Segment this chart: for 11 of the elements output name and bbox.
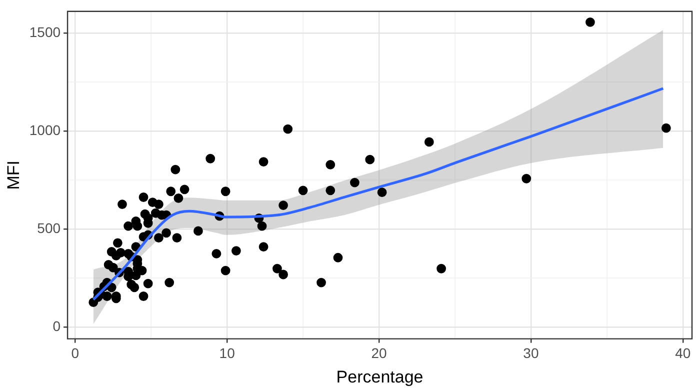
- x-tick-label: 0: [71, 345, 80, 362]
- y-tick-label: 1000: [29, 122, 61, 138]
- x-tick-label: 20: [371, 345, 388, 362]
- x-axis-title: Percentage: [336, 367, 424, 386]
- y-tick-label: 1500: [29, 24, 61, 40]
- y-axis-title: MFI: [4, 160, 23, 190]
- x-tick-label: 10: [219, 345, 236, 362]
- x-tick-label: 40: [675, 345, 691, 362]
- y-tick-label: 0: [52, 318, 61, 334]
- y-tick-label: 500: [37, 220, 61, 236]
- x-tick-label: 30: [523, 345, 539, 362]
